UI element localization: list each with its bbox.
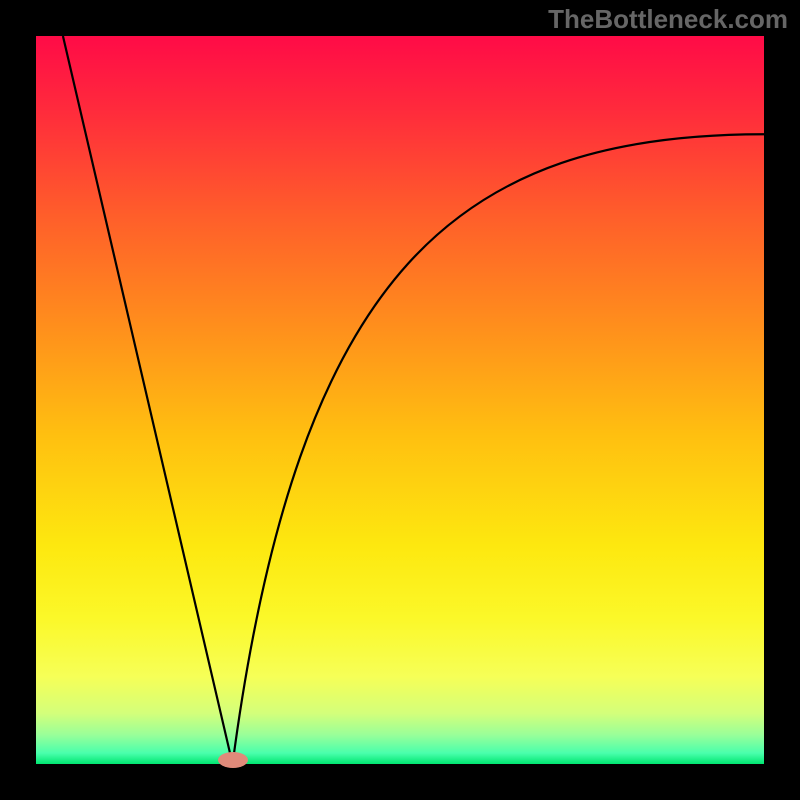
bottleneck-curve	[36, 36, 764, 764]
plot-area	[36, 36, 764, 764]
optimal-marker	[218, 752, 248, 768]
curve-path	[63, 36, 764, 764]
watermark-text: TheBottleneck.com	[548, 4, 788, 35]
chart-container: TheBottleneck.com	[0, 0, 800, 800]
